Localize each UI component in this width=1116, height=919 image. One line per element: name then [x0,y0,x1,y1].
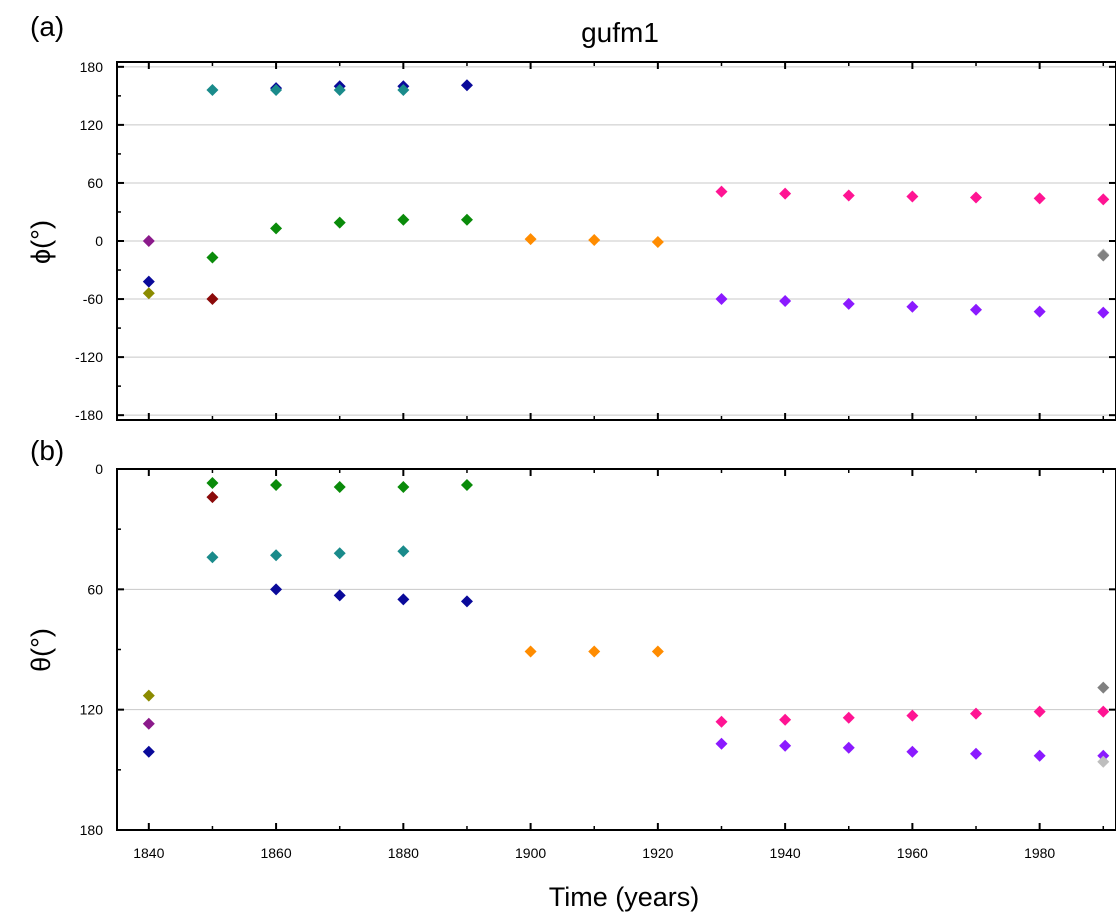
y-tick-label: 60 [87,581,103,597]
data-point [333,547,346,560]
data-point [333,589,346,602]
y-tick-label: -120 [75,349,103,365]
data-point [270,583,283,596]
x-tick-label: 1840 [133,845,164,861]
data-point [397,213,410,226]
data-point [142,745,155,758]
data-point [779,294,792,307]
panel-label-a: (a) [30,11,64,42]
data-point [206,251,219,264]
data-point [1033,749,1046,762]
x-tick-label: 1860 [260,845,291,861]
x-tick-label: 1920 [642,845,673,861]
y-axis-label-phi: ϕ(°) [26,220,56,264]
data-point [1097,705,1110,718]
x-tick-label: 1940 [770,845,801,861]
data-point [270,222,283,235]
data-point [842,297,855,310]
data-point [397,545,410,558]
data-point [270,549,283,562]
y-tick-label: -60 [83,291,103,307]
x-tick-label: 1880 [388,845,419,861]
data-point [651,235,664,248]
data-point [970,707,983,720]
plot-frame [116,468,1116,831]
data-point [906,190,919,203]
data-point [970,303,983,316]
y-tick-label: 0 [95,233,103,249]
x-axis-label: Time (years) [549,882,700,912]
data-point [270,479,283,492]
data-point [397,593,410,606]
chart-title: gufm1 [581,17,659,48]
data-point [333,481,346,494]
y-tick-label: -180 [75,407,103,423]
data-point [906,300,919,313]
x-tick-label: 1960 [897,845,928,861]
data-point [460,479,473,492]
data-point [842,741,855,754]
data-point [206,491,219,504]
data-point [715,293,728,306]
data-point [842,189,855,202]
data-point [1097,749,1110,762]
data-point [715,185,728,198]
y-tick-label: 180 [80,59,104,75]
data-point [715,715,728,728]
data-point [779,187,792,200]
data-point [779,713,792,726]
data-point [1033,305,1046,318]
data-point [142,689,155,702]
data-point [460,213,473,226]
x-tick-label: 1900 [515,845,546,861]
data-point [588,645,601,658]
data-point [588,234,601,247]
y-tick-label: 0 [95,461,103,477]
y-tick-label: 60 [87,175,103,191]
y-axis-label-theta: θ(°) [26,628,56,672]
data-point [333,84,346,97]
data-point [333,216,346,229]
data-point [524,645,537,658]
data-point [1033,705,1046,718]
data-point [651,645,664,658]
panel-phi: 180 120 60 0 -60 -120 -180 [75,59,1116,423]
data-point [1097,193,1110,206]
y-tick-label: 120 [80,117,104,133]
data-point [1097,755,1110,768]
data-point [460,79,473,92]
data-point [270,84,283,97]
data-point [970,191,983,204]
data-point [906,745,919,758]
data-point [1097,306,1110,319]
data-point [142,717,155,730]
data-point [524,233,537,246]
data-point [206,84,219,97]
data-point [142,287,155,300]
data-point [970,747,983,760]
data-point [779,739,792,752]
y-tick-label: 180 [80,822,104,838]
data-point [142,275,155,288]
panel-theta: 0 60 120 180 1840 1860 1880 1900 1920 1940 1960 198… [80,461,1116,861]
data-point [206,551,219,564]
data-point [397,481,410,494]
y-tick-label: 120 [80,702,104,718]
data-point [906,709,919,722]
panel-label-b: (b) [30,435,64,466]
data-point [206,293,219,306]
data-point [397,84,410,97]
data-point [842,711,855,724]
data-point [460,595,473,608]
data-point [1097,249,1110,262]
data-point [1033,192,1046,205]
x-tick-label: 1980 [1024,845,1055,861]
data-point [1097,681,1110,694]
data-point [142,235,155,247]
data-point [206,477,219,490]
data-point [715,737,728,750]
